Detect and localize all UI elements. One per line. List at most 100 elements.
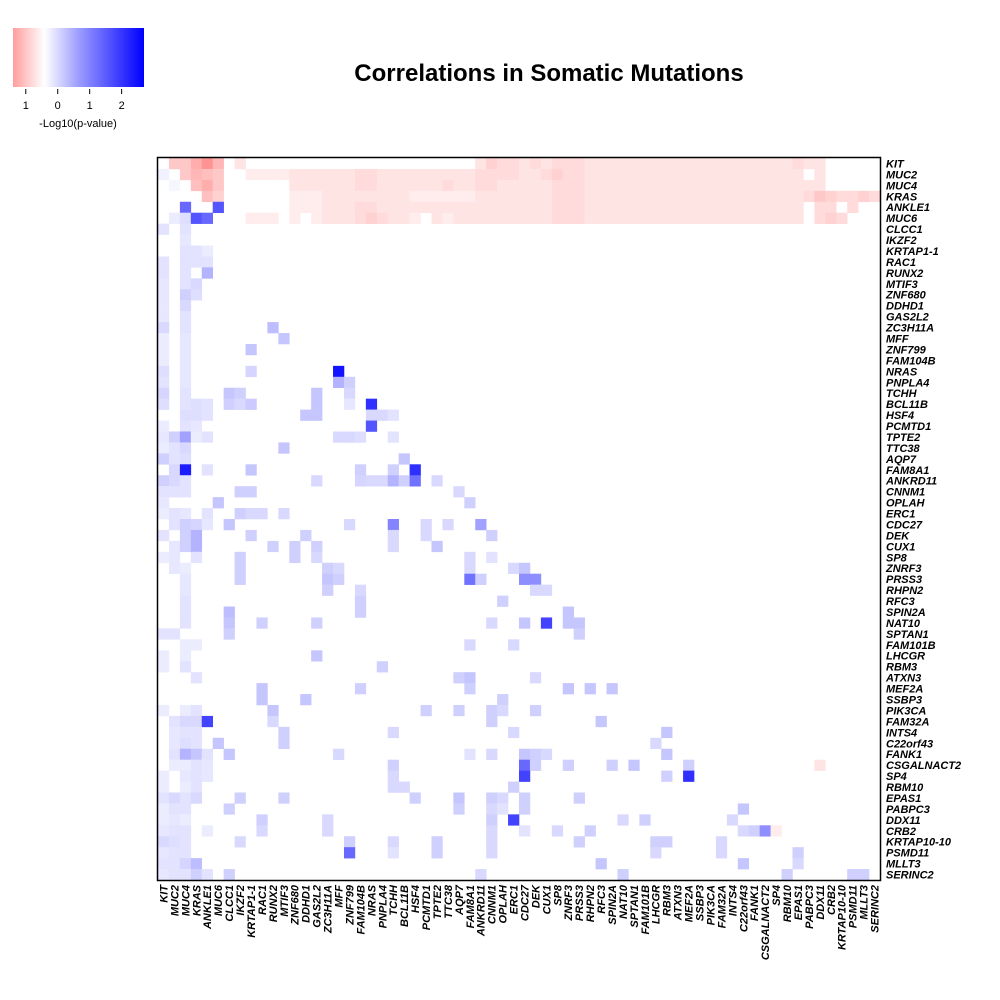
heatmap-cell bbox=[519, 803, 531, 815]
column-label: PIK3CA bbox=[705, 885, 717, 925]
heatmap-cell bbox=[508, 190, 520, 203]
heatmap-cell bbox=[650, 212, 662, 224]
column-label: PRSS3 bbox=[574, 885, 586, 921]
heatmap-cell bbox=[343, 398, 356, 410]
heatmap-cell bbox=[245, 365, 257, 378]
heatmap-cell bbox=[420, 519, 432, 531]
heatmap-cell bbox=[704, 201, 717, 213]
heatmap-cell bbox=[726, 201, 739, 213]
heatmap-cell bbox=[223, 387, 235, 399]
heatmap-cell bbox=[431, 168, 443, 181]
heatmap-cell bbox=[354, 595, 367, 607]
heatmap-cell bbox=[179, 726, 192, 739]
heatmap-cell bbox=[190, 858, 203, 870]
heatmap-cell bbox=[704, 168, 717, 181]
heatmap-cell bbox=[628, 179, 640, 192]
heatmap-cell bbox=[573, 158, 585, 170]
heatmap-cell bbox=[748, 201, 760, 213]
heatmap-cell bbox=[453, 179, 465, 192]
heatmap-cell bbox=[179, 573, 192, 585]
heatmap-cell bbox=[398, 212, 410, 224]
heatmap-cell bbox=[497, 803, 509, 815]
column-label: MFF bbox=[334, 885, 346, 908]
heatmap-cell bbox=[464, 212, 476, 224]
heatmap-cell bbox=[365, 168, 378, 181]
heatmap-cell bbox=[814, 168, 826, 181]
heatmap-cell bbox=[343, 519, 356, 531]
row-label: TCHH bbox=[886, 388, 918, 400]
row-label: PCMTD1 bbox=[886, 421, 931, 433]
heatmap-cell bbox=[540, 158, 553, 170]
heatmap-cell bbox=[168, 179, 181, 192]
heatmap-cell bbox=[661, 836, 673, 848]
heatmap-cell bbox=[431, 847, 443, 859]
heatmap-cell bbox=[190, 289, 203, 301]
heatmap-cell bbox=[168, 814, 181, 826]
heatmap-cell bbox=[781, 158, 793, 170]
heatmap-cell bbox=[759, 179, 771, 192]
heatmap-cell bbox=[311, 190, 323, 203]
heatmap-cell bbox=[289, 168, 301, 181]
heatmap-cell bbox=[168, 453, 181, 465]
heatmap-cell bbox=[715, 201, 728, 213]
heatmap-cell bbox=[376, 212, 389, 224]
row-label: KRTAP1-1 bbox=[886, 246, 939, 258]
row-label: C22orf43 bbox=[886, 738, 933, 750]
column-label: SERINC2 bbox=[870, 885, 882, 933]
heatmap-cell bbox=[803, 179, 815, 192]
heatmap-cell bbox=[814, 212, 826, 224]
heatmap-cell bbox=[158, 453, 170, 465]
heatmap-cell bbox=[256, 508, 268, 520]
heatmap-cell bbox=[201, 759, 213, 771]
heatmap-cell bbox=[639, 814, 651, 826]
row-label: MUC2 bbox=[886, 169, 917, 181]
heatmap-cell bbox=[168, 442, 181, 454]
row-label: CLCC1 bbox=[886, 224, 923, 236]
heatmap-cell bbox=[551, 190, 564, 203]
heatmap-cell bbox=[179, 508, 192, 520]
heatmap-cell bbox=[486, 158, 498, 170]
column-label: ZNF680 bbox=[290, 884, 302, 926]
heatmap-cell bbox=[300, 168, 312, 181]
heatmap-cell bbox=[190, 278, 203, 290]
column-label: CSGALNACT2 bbox=[760, 885, 772, 960]
legend-tick-label: 1 bbox=[23, 100, 29, 112]
row-label: SP4 bbox=[886, 771, 907, 783]
column-labels: KITMUC2MUC4KRASANKLE1MUC6CLCC1IKZF2KRTAP… bbox=[158, 884, 881, 960]
heatmap-cell bbox=[781, 190, 793, 203]
heatmap-cell bbox=[540, 179, 553, 192]
heatmap-cell bbox=[453, 803, 465, 815]
heatmap-cell bbox=[190, 529, 203, 542]
heatmap-cell bbox=[650, 836, 662, 848]
heatmap-cell bbox=[343, 201, 356, 213]
heatmap-cell bbox=[475, 519, 487, 531]
heatmap-cell bbox=[245, 464, 257, 476]
heatmap-cell bbox=[168, 212, 181, 224]
heatmap-cell bbox=[190, 759, 203, 771]
heatmap-cell bbox=[343, 168, 356, 181]
row-label: EPAS1 bbox=[886, 793, 921, 805]
heatmap-cell bbox=[387, 540, 399, 553]
heatmap-cell bbox=[179, 486, 192, 498]
heatmap-cell bbox=[595, 168, 607, 181]
heatmap-cell bbox=[179, 256, 192, 268]
heatmap-cell bbox=[661, 726, 673, 739]
heatmap-cell bbox=[737, 858, 750, 870]
heatmap-cell bbox=[190, 420, 203, 432]
heatmap-cell bbox=[628, 201, 640, 213]
heatmap-cell bbox=[803, 158, 815, 170]
heatmap-cell bbox=[322, 179, 334, 192]
heatmap-cell bbox=[179, 661, 192, 673]
heatmap-cell bbox=[190, 737, 203, 750]
heatmap-cell bbox=[748, 168, 760, 181]
heatmap-cell bbox=[158, 792, 170, 804]
heatmap-cell bbox=[179, 343, 192, 356]
heatmap-cell bbox=[748, 190, 760, 203]
column-label: CLCC1 bbox=[224, 885, 236, 922]
heatmap-cell bbox=[836, 212, 848, 224]
heatmap-cell bbox=[672, 179, 684, 192]
heatmap-cell bbox=[158, 650, 170, 662]
row-label: SERINC2 bbox=[886, 870, 934, 882]
column-label: ERC1 bbox=[509, 885, 521, 914]
heatmap-cell bbox=[179, 431, 192, 443]
